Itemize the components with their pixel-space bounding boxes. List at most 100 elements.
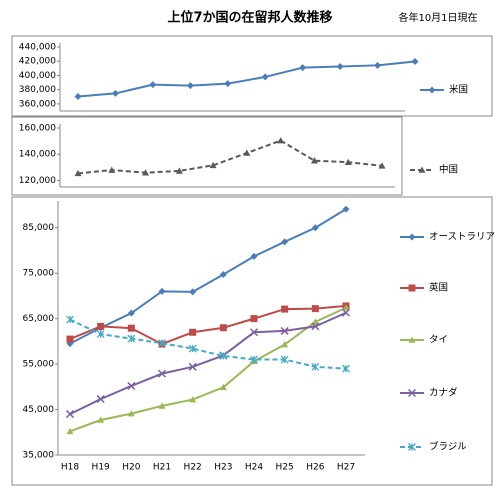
- x-tick-label: H20: [122, 463, 140, 473]
- series-line: [77, 139, 383, 175]
- marker: [342, 364, 350, 373]
- marker: [97, 416, 105, 423]
- marker: [158, 402, 166, 409]
- marker: [127, 381, 136, 390]
- y-tick-label: 420,000: [19, 57, 56, 67]
- series-line: [69, 318, 347, 370]
- marker: [127, 324, 135, 332]
- marker: [96, 330, 105, 339]
- marker: [189, 288, 197, 296]
- legend-label: カナダ: [429, 387, 458, 399]
- marker: [250, 252, 258, 260]
- y-tick-label: 120,000: [19, 176, 56, 186]
- y-tick-label: 360,000: [19, 99, 56, 109]
- series-line: [77, 60, 416, 98]
- marker: [209, 161, 217, 169]
- y-tick-label: 85,000: [23, 223, 55, 233]
- y-tick-label: 400,000: [19, 71, 56, 81]
- legend-marker: [408, 443, 416, 451]
- y-tick-label: 55,000: [23, 360, 55, 370]
- y-tick-label: 380,000: [19, 85, 56, 95]
- series-line: [69, 311, 347, 415]
- marker: [311, 305, 319, 313]
- marker: [158, 287, 166, 295]
- marker: [344, 158, 352, 166]
- legend-label: 米国: [449, 84, 468, 96]
- legend-marker: [408, 336, 416, 343]
- series-line: [69, 304, 347, 346]
- marker: [219, 383, 227, 391]
- marker: [311, 318, 319, 325]
- legend-label: タイ: [429, 335, 448, 346]
- legend-marker: [408, 284, 416, 292]
- marker: [188, 344, 197, 353]
- marker: [96, 395, 105, 404]
- x-tick-label: H25: [276, 463, 294, 473]
- marker: [74, 93, 82, 101]
- marker: [189, 396, 197, 403]
- marker: [281, 341, 289, 348]
- marker: [149, 81, 157, 89]
- marker: [219, 351, 228, 360]
- legend-marker: [407, 388, 417, 398]
- marker: [188, 362, 197, 371]
- marker: [374, 61, 382, 69]
- marker: [186, 82, 194, 90]
- marker: [281, 238, 289, 246]
- marker: [175, 167, 183, 174]
- marker: [311, 322, 320, 331]
- marker: [299, 64, 307, 72]
- marker: [158, 339, 166, 348]
- marker: [142, 169, 150, 176]
- legend-label: ブラジル: [429, 441, 467, 453]
- x-tick-label: H24: [245, 463, 263, 473]
- marker: [243, 149, 251, 156]
- marker: [66, 335, 74, 343]
- marker: [342, 304, 350, 311]
- y-tick-label: 45,000: [23, 405, 55, 415]
- marker: [97, 322, 105, 330]
- marker: [311, 362, 320, 371]
- y-tick-label: 35,000: [23, 451, 55, 461]
- marker: [108, 166, 116, 173]
- marker: [157, 369, 167, 378]
- marker: [127, 334, 136, 343]
- marker: [310, 157, 318, 164]
- marker: [66, 427, 74, 435]
- legend-label: 英国: [429, 282, 448, 294]
- marker: [378, 162, 386, 169]
- legend-label: 中国: [439, 164, 458, 176]
- marker: [65, 410, 75, 419]
- marker: [341, 308, 351, 317]
- marker: [127, 410, 135, 417]
- panel-frame: [11, 35, 493, 117]
- panel-frame: [11, 116, 403, 196]
- marker: [280, 326, 289, 335]
- y-tick-label: 75,000: [23, 269, 55, 279]
- x-tick-label: H22: [184, 463, 202, 473]
- x-tick-label: H23: [214, 463, 232, 473]
- marker: [219, 271, 227, 279]
- marker: [127, 309, 135, 317]
- marker: [250, 355, 258, 364]
- marker: [224, 80, 232, 88]
- marker: [277, 137, 285, 144]
- marker: [111, 89, 119, 97]
- marker: [281, 305, 289, 313]
- y-tick-label: 440,000: [19, 43, 56, 53]
- series-line: [69, 208, 347, 345]
- note: 各年10月1日現在: [398, 11, 477, 24]
- legend-marker: [418, 166, 426, 173]
- marker: [66, 315, 74, 324]
- legend-marker: [408, 233, 416, 241]
- legend-marker: [428, 86, 436, 94]
- legend-label: オーストラリア: [429, 232, 495, 243]
- chart-title: 上位7か国の在留邦人数推移: [167, 10, 332, 26]
- panel-frame: [11, 196, 493, 486]
- marker: [189, 328, 197, 336]
- x-tick-label: H19: [92, 463, 110, 473]
- marker: [342, 205, 350, 213]
- y-tick-label: 140,000: [19, 150, 56, 160]
- x-tick-label: H18: [61, 463, 79, 473]
